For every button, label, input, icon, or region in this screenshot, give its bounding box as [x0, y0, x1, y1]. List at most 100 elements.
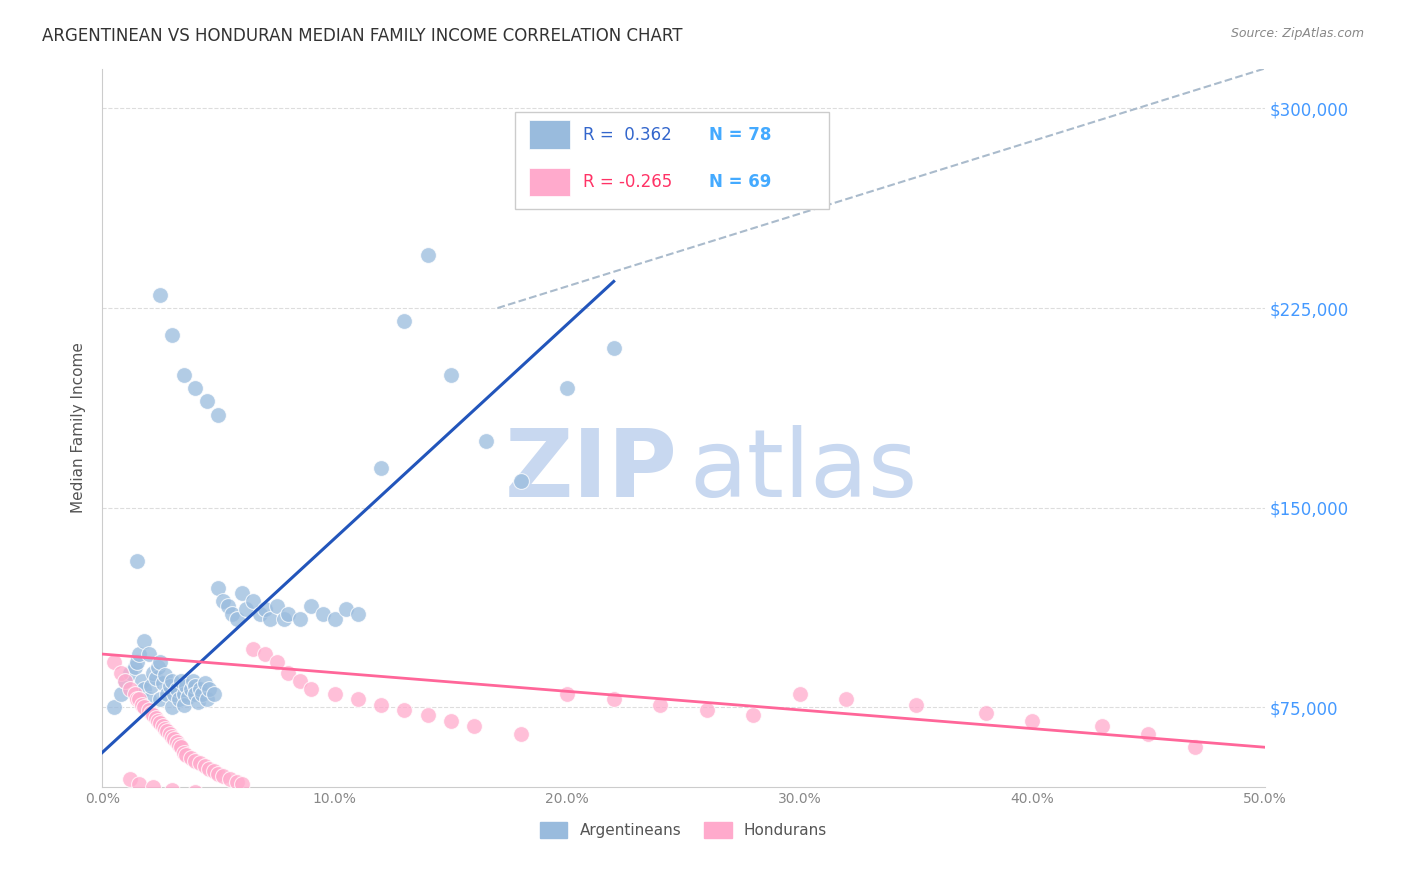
Point	[159, 679, 181, 693]
Point	[193, 676, 215, 690]
Point	[124, 660, 146, 674]
Point	[163, 687, 186, 701]
Point	[509, 727, 531, 741]
Point	[138, 703, 160, 717]
Point	[835, 692, 858, 706]
Point	[128, 647, 150, 661]
Point	[347, 692, 370, 706]
Point	[174, 679, 197, 693]
Point	[127, 655, 149, 669]
FancyBboxPatch shape	[529, 120, 569, 149]
Point	[974, 706, 997, 720]
Point	[103, 700, 125, 714]
Point	[288, 673, 311, 688]
Point	[184, 679, 207, 693]
Point	[188, 756, 211, 771]
Point	[132, 700, 155, 714]
Point	[904, 698, 927, 712]
Point	[789, 687, 811, 701]
Point	[555, 687, 578, 701]
Point	[166, 681, 188, 696]
Text: N = 69: N = 69	[709, 173, 772, 191]
Point	[198, 681, 221, 696]
Point	[128, 777, 150, 791]
Point	[132, 681, 155, 696]
Point	[1021, 714, 1043, 728]
Point	[142, 665, 165, 680]
Point	[166, 735, 188, 749]
Point	[138, 647, 160, 661]
Point	[181, 673, 204, 688]
Point	[191, 687, 214, 701]
Point	[170, 740, 193, 755]
Point	[177, 690, 200, 704]
Point	[253, 602, 276, 616]
Point	[217, 599, 239, 614]
Point	[146, 714, 169, 728]
Point	[202, 764, 225, 779]
Point	[394, 703, 416, 717]
Point	[180, 751, 202, 765]
Point	[184, 754, 207, 768]
Point	[114, 673, 136, 688]
Point	[235, 602, 257, 616]
Point	[440, 368, 463, 382]
Point	[207, 767, 229, 781]
Point	[253, 647, 276, 661]
Point	[475, 434, 498, 449]
Point	[742, 708, 765, 723]
Point	[226, 774, 249, 789]
Point	[128, 692, 150, 706]
Text: N = 78: N = 78	[709, 126, 772, 144]
Point	[138, 692, 160, 706]
Point	[335, 602, 357, 616]
Point	[160, 673, 183, 688]
Point	[186, 695, 208, 709]
Point	[219, 772, 242, 786]
Point	[440, 714, 463, 728]
Point	[180, 681, 202, 696]
Point	[173, 368, 195, 382]
FancyBboxPatch shape	[515, 112, 828, 209]
Point	[193, 759, 215, 773]
Point	[266, 655, 288, 669]
Point	[259, 612, 281, 626]
Point	[242, 594, 264, 608]
Point	[696, 703, 718, 717]
Point	[602, 341, 624, 355]
Point	[207, 581, 229, 595]
Point	[156, 724, 179, 739]
Point	[323, 687, 346, 701]
Point	[249, 607, 271, 621]
Point	[167, 738, 190, 752]
Point	[394, 314, 416, 328]
Point	[463, 719, 485, 733]
Point	[301, 681, 323, 696]
Point	[160, 782, 183, 797]
Point	[142, 708, 165, 723]
Point	[127, 554, 149, 568]
Point	[170, 673, 193, 688]
Point	[226, 612, 249, 626]
Point	[198, 762, 221, 776]
Point	[167, 692, 190, 706]
Point	[160, 700, 183, 714]
Point	[149, 655, 172, 669]
Point	[120, 772, 142, 786]
Point	[207, 408, 229, 422]
Point	[1137, 727, 1160, 741]
Point	[110, 687, 132, 701]
Legend: Argentineans, Hondurans: Argentineans, Hondurans	[534, 816, 834, 844]
Text: Source: ZipAtlas.com: Source: ZipAtlas.com	[1230, 27, 1364, 40]
Point	[184, 381, 207, 395]
Point	[195, 692, 218, 706]
Point	[120, 681, 142, 696]
Point	[145, 711, 167, 725]
Point	[131, 698, 153, 712]
Point	[555, 381, 578, 395]
Point	[139, 706, 162, 720]
Point	[312, 607, 335, 621]
Y-axis label: Median Family Income: Median Family Income	[72, 343, 86, 513]
Point	[231, 586, 253, 600]
Point	[159, 727, 181, 741]
